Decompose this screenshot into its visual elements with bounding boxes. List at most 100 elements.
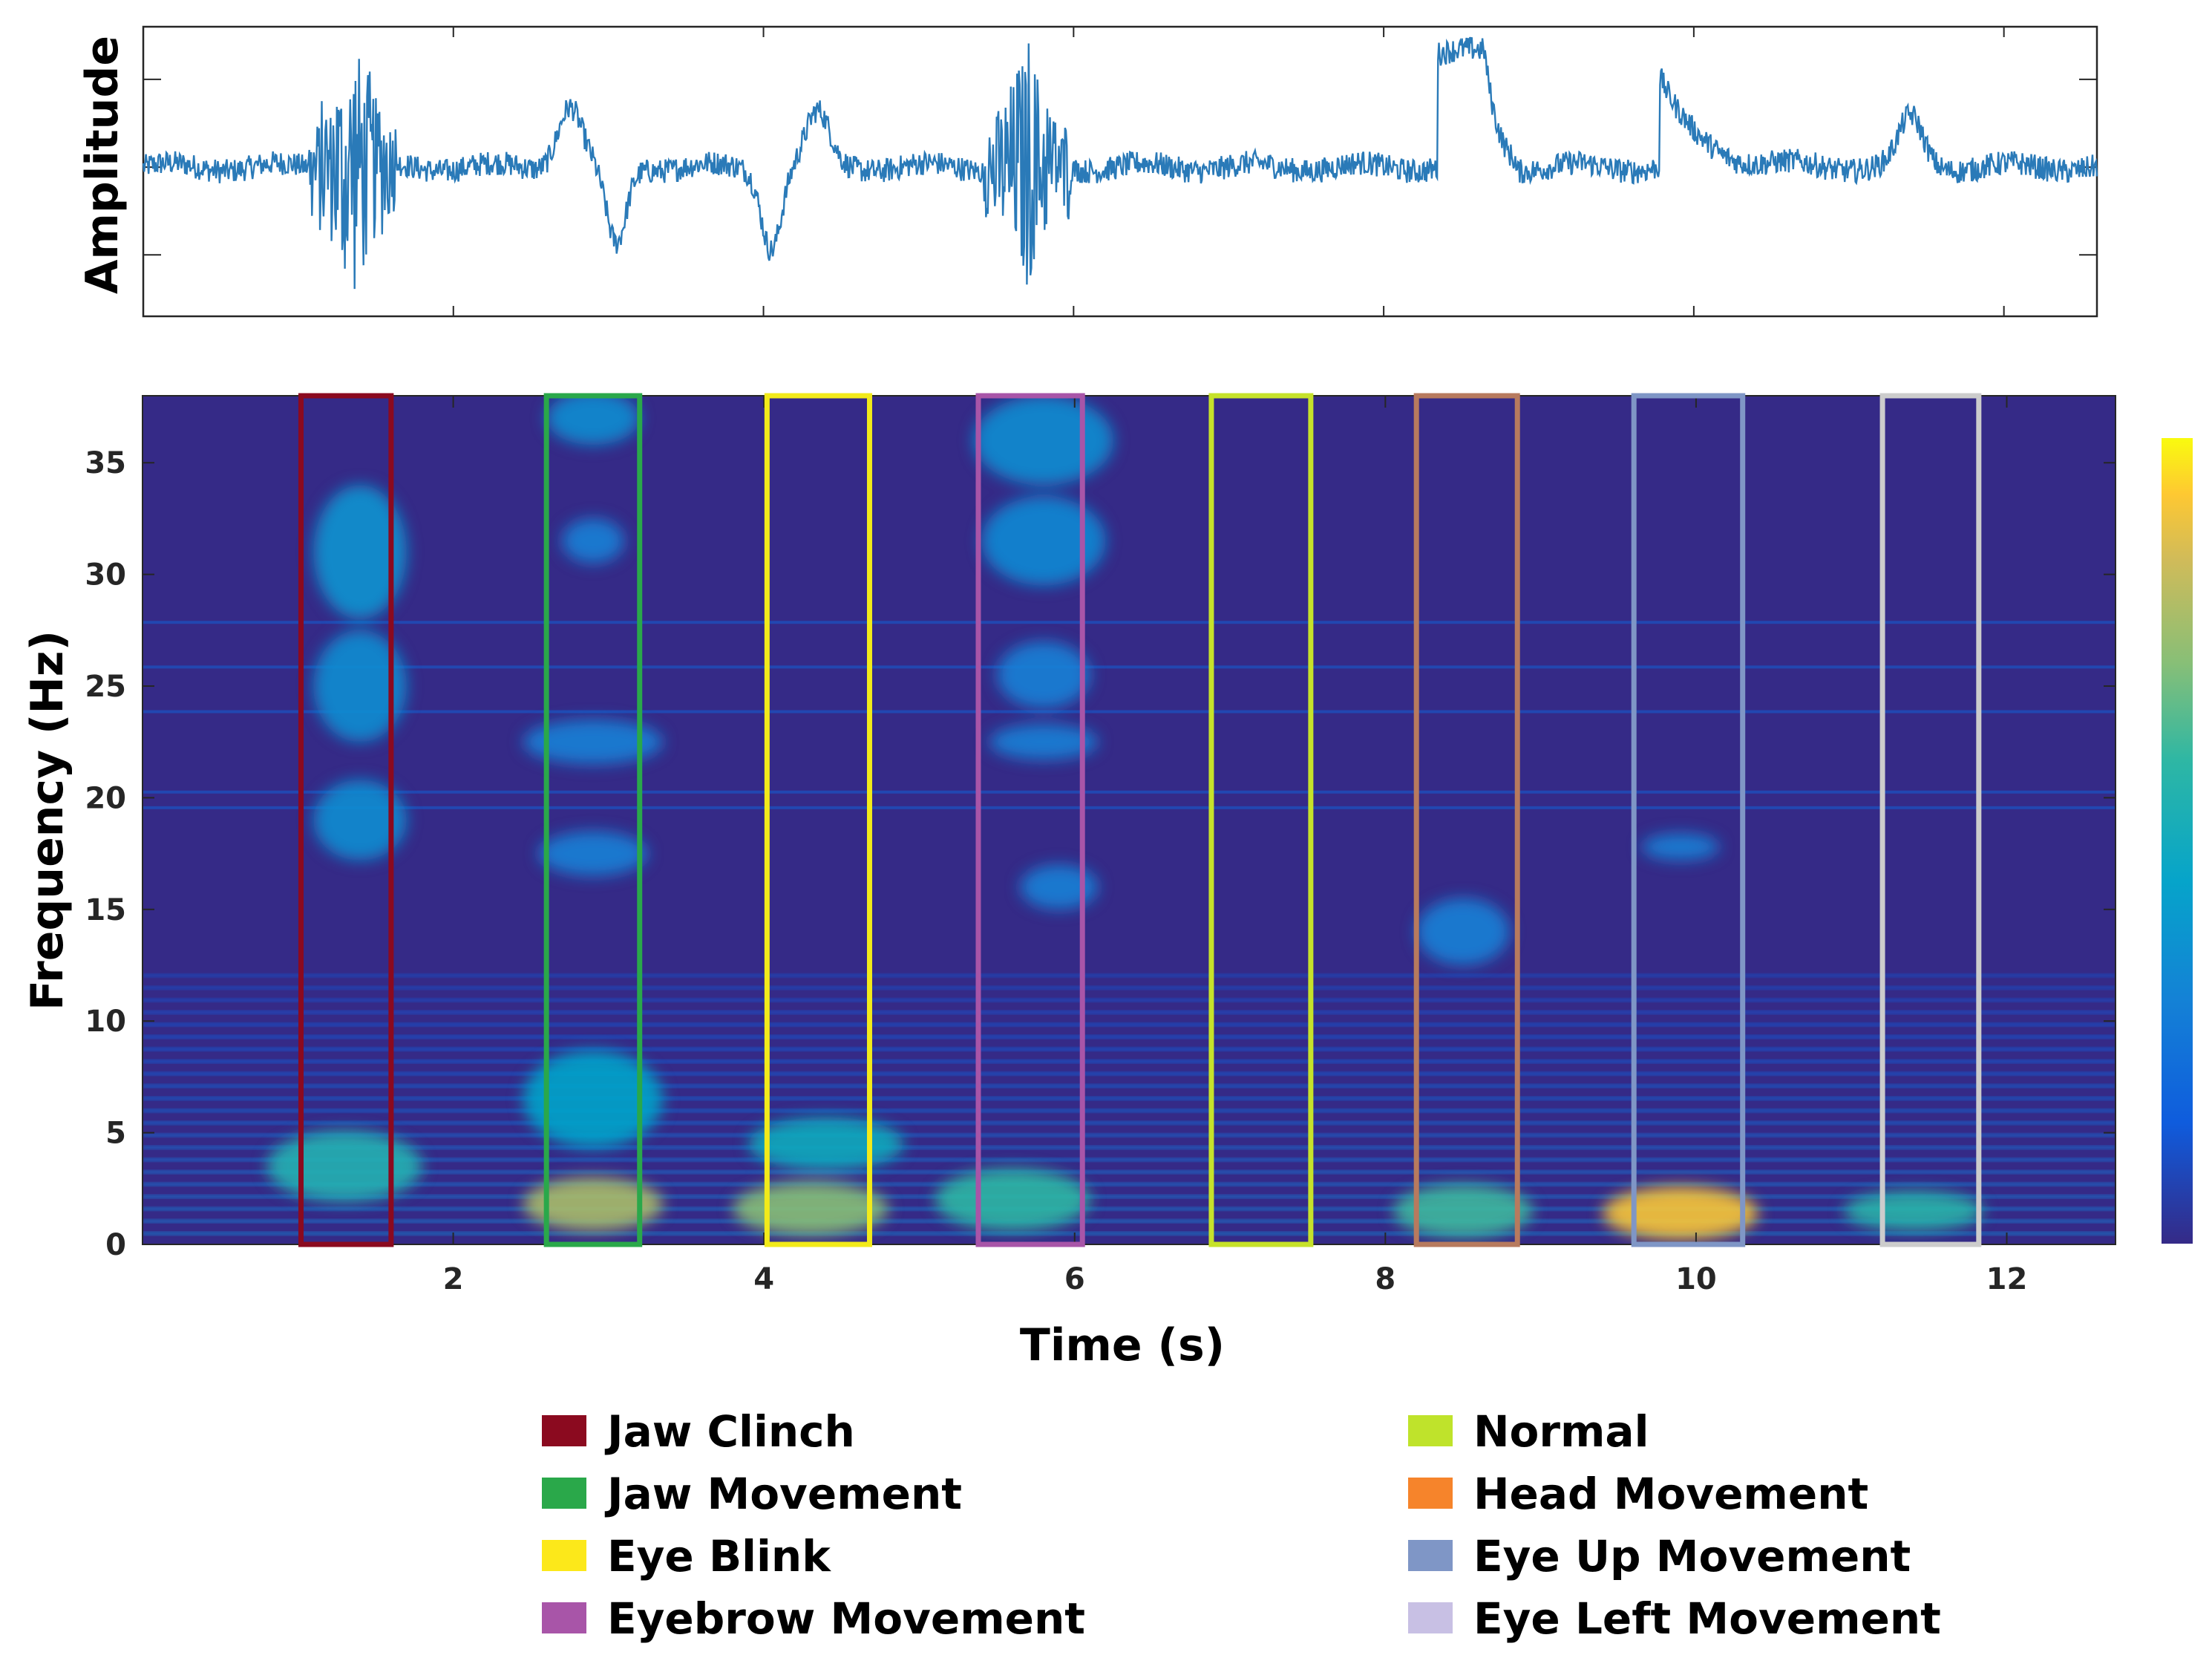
y-axis-label: Frequency (Hz): [22, 630, 73, 1011]
spectral-band: [143, 1109, 2116, 1113]
spectral-band: [143, 1059, 2116, 1064]
spectral-band: [143, 1169, 2116, 1175]
legend-item: Head Movement: [1408, 1469, 1868, 1519]
intensity-blob: [1020, 864, 1099, 910]
x-tick-label: 4: [753, 1262, 774, 1296]
signal-panel: Amplitude: [76, 25, 2098, 318]
spectrogram-background: [143, 396, 2116, 1244]
intensity-blob: [981, 496, 1106, 586]
intensity-blob: [935, 1168, 1090, 1231]
y-tick-label: 15: [85, 893, 126, 927]
event-region-head-movement: [1413, 393, 1520, 1247]
intensity-blob: [733, 1181, 889, 1235]
intensity-blob: [313, 780, 407, 861]
y-tick-label: 5: [105, 1117, 126, 1151]
event-region-eyebrow-movement: [975, 393, 1085, 1247]
event-region-jaw-clinch: [298, 393, 394, 1247]
spectral-band: [143, 973, 2116, 978]
intensity-blob: [266, 1130, 422, 1202]
spectrogram-panel: 2 4 6 8 10 12 0 5 10 15 20 25 30 35 Time (s) Frequenc…: [22, 393, 2193, 1371]
spectral-band: [143, 1120, 2116, 1126]
y-tick-label: 35: [85, 446, 126, 480]
legend-label: Eyebrow Movement: [607, 1593, 1085, 1644]
y-tick-label: 0: [105, 1228, 126, 1262]
intensity-blob: [1393, 1184, 1534, 1238]
intensity-blob: [1603, 1186, 1758, 1240]
intensity-blob: [523, 719, 664, 765]
legend-item: Normal: [1408, 1406, 1649, 1457]
signal-ticks: [143, 27, 2097, 316]
y-tick-label: 25: [85, 670, 126, 704]
intensity-blob: [546, 396, 640, 445]
intensity-blob: [562, 518, 624, 564]
spectral-band: [143, 1071, 2116, 1076]
spectral-band: [143, 998, 2116, 1002]
spectral-band: [143, 1034, 2116, 1039]
signal-line: [142, 36, 2098, 290]
y-tick-label: 20: [85, 781, 126, 815]
intensity-blob: [1843, 1190, 1984, 1231]
spectrogram-bands: [143, 621, 2116, 1235]
spectral-band: [143, 710, 2116, 714]
legend-swatch: [1408, 1415, 1453, 1446]
legend-item: Jaw Movement: [542, 1469, 962, 1519]
spectral-band: [143, 1022, 2116, 1027]
legend-item: Eye Left Movement: [1408, 1593, 1941, 1644]
legend-swatch: [1408, 1540, 1453, 1571]
spectral-band: [143, 621, 2116, 624]
legend-swatch: [542, 1415, 586, 1446]
intensity-blob: [1641, 833, 1720, 861]
legend-item: Eyebrow Movement: [542, 1593, 1085, 1644]
spectral-band: [143, 1096, 2116, 1100]
legend-label: Eye Left Movement: [1473, 1593, 1941, 1644]
x-tick-label: 12: [1986, 1262, 2028, 1296]
intensity-blob: [538, 831, 648, 876]
x-tick-label: 10: [1675, 1262, 1717, 1296]
spectral-band: [143, 1047, 2116, 1051]
spectral-band: [143, 790, 2116, 794]
event-region-jaw-movement: [543, 393, 643, 1247]
spectral-band: [143, 1010, 2116, 1015]
signal-axes-box: [142, 25, 2098, 318]
event-regions: [298, 393, 1982, 1247]
spectral-band: [143, 985, 2116, 990]
legend-label: Normal: [1473, 1406, 1649, 1457]
legend-label: Jaw Movement: [604, 1469, 962, 1519]
legend-swatch: [1408, 1602, 1453, 1633]
x-axis-label: Time (s): [1020, 1319, 1225, 1371]
event-region-eye-up-movement: [1631, 393, 1746, 1247]
legend-label: Jaw Clinch: [604, 1406, 855, 1457]
spectral-band: [143, 1084, 2116, 1088]
intensity-blob: [989, 724, 1099, 760]
y-tick-label: 30: [85, 558, 126, 593]
spectral-band: [143, 1194, 2116, 1199]
x-tick-label: 6: [1064, 1262, 1085, 1296]
spectrogram-ticks: 2 4 6 8 10 12 0 5 10 15 20 25 30 35: [85, 396, 2116, 1296]
spectral-band: [143, 665, 2116, 669]
legend-item: Eye Blink: [542, 1531, 831, 1581]
spectrogram-blobs: [266, 396, 1984, 1240]
spectral-band: [143, 1207, 2116, 1211]
intensity-blob: [1416, 898, 1510, 966]
spectral-band: [143, 1182, 2116, 1186]
colorbar: [2162, 438, 2193, 1244]
intensity-blob: [313, 630, 407, 742]
spectral-band: [143, 1158, 2116, 1162]
intensity-blob: [523, 1177, 664, 1231]
signal-y-axis-label: Amplitude: [76, 36, 128, 294]
spectral-band: [143, 1145, 2116, 1150]
x-tick-label: 2: [443, 1262, 464, 1296]
x-tick-label: 8: [1375, 1262, 1395, 1296]
legend-swatch: [542, 1540, 586, 1571]
y-tick-label: 10: [85, 1005, 126, 1039]
spectral-band: [143, 1133, 2116, 1137]
spectral-band: [143, 806, 2116, 809]
spectrogram-axes-box: [142, 395, 2116, 1245]
spectral-band: [143, 1219, 2116, 1224]
legend-label: Eye Blink: [607, 1531, 831, 1581]
legend-swatch: [542, 1602, 586, 1633]
event-region-normal: [1208, 393, 1314, 1247]
spectral-band: [143, 1231, 2116, 1235]
legend-item: Eye Up Movement: [1408, 1531, 1911, 1581]
legend-swatch: [1408, 1478, 1453, 1509]
